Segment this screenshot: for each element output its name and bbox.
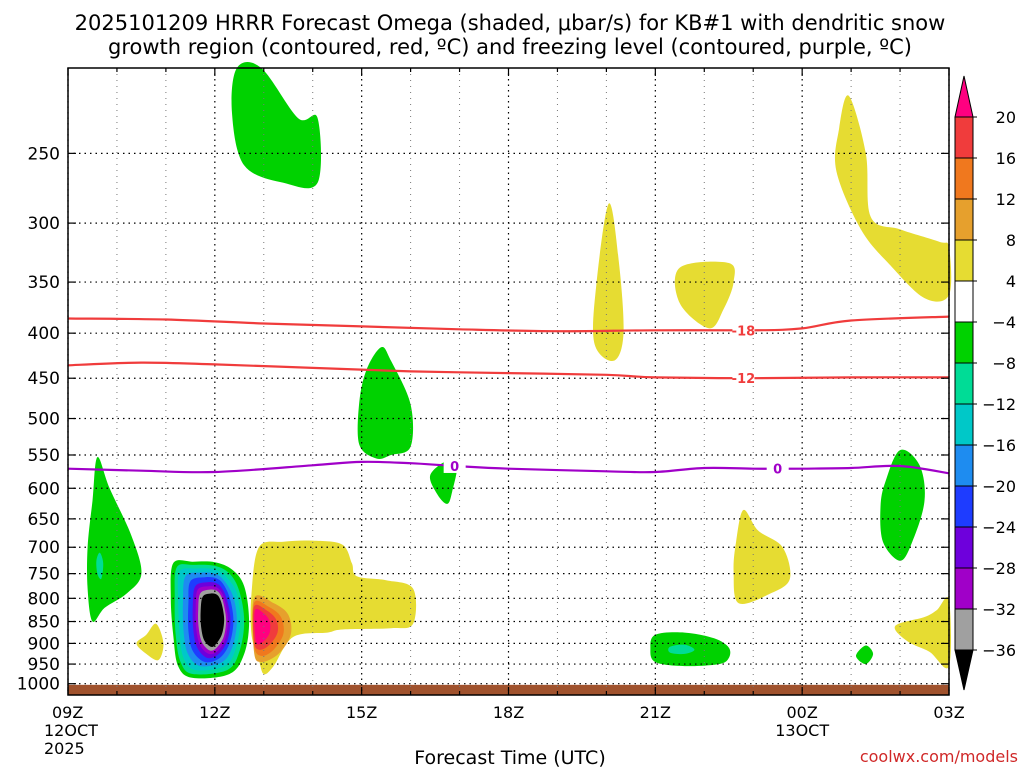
colorbar-band-4 — [954, 239, 974, 282]
colorbar-label-0: 20 — [996, 108, 1016, 127]
temperature-contour-label--12-bg — [732, 371, 755, 386]
x-tick-label-12Z: 12Z — [199, 703, 230, 722]
colorbar-band-top — [954, 75, 974, 118]
y-tick-label-650: 650 — [28, 510, 60, 530]
colorbar: 20 16 12 8 4 −4 −8 −12 −16 −20 −24 −28 −32 −36 — [954, 75, 1016, 691]
omega-region-13 — [200, 593, 225, 647]
chart-title-line-1: 2025101209 HRRR Forecast Omega (shaded, … — [75, 11, 946, 35]
colorbar-label-7: −12 — [982, 395, 1016, 414]
chart-title-line-2: growth region (contoured, red, ºC) and f… — [108, 35, 912, 59]
x-tick-date-00Z: 13OCT — [775, 721, 829, 740]
omega-region-19 — [254, 608, 271, 645]
omega-region-25 — [856, 645, 874, 665]
colorbar-label-6: −8 — [992, 354, 1016, 373]
colorbar-band-5 — [954, 280, 974, 323]
omega-shading-layer — [87, 62, 952, 679]
colorbar-label-11: −28 — [982, 559, 1016, 578]
x-tick-label-18Z: 18Z — [493, 703, 524, 722]
omega-region-1 — [357, 346, 414, 459]
y-tick-label-900: 900 — [28, 634, 60, 654]
y-tick-label-400: 400 — [28, 324, 60, 344]
freezing-level-label-1: 0 — [773, 463, 782, 478]
freezing-level-label-1-bg — [766, 461, 789, 476]
colorbar-label-3: 8 — [1006, 231, 1016, 250]
temperature-contour-label--18-bg — [732, 323, 755, 338]
pressure-axis: 2503003504004505005506006507007508008509… — [17, 144, 949, 695]
y-tick-label-450: 450 — [28, 369, 60, 389]
y-tick-label-550: 550 — [28, 446, 60, 466]
omega-region-27 — [668, 644, 695, 655]
y-tick-label-350: 350 — [28, 273, 60, 293]
colorbar-label-5: −4 — [992, 313, 1016, 332]
freezing-level-contour — [67, 460, 950, 475]
y-tick-label-250: 250 — [28, 144, 60, 164]
colorbar-label-1: 16 — [996, 149, 1016, 168]
y-tick-label-850: 850 — [28, 613, 60, 633]
y-tick-label-950: 950 — [28, 655, 60, 675]
colorbar-band-2 — [954, 157, 974, 200]
colorbar-band-7 — [954, 362, 974, 405]
x-tick-year-09Z: 2025 — [44, 739, 85, 758]
y-tick-label-700: 700 — [28, 538, 60, 558]
y-tick-label-300: 300 — [28, 214, 60, 234]
omega-region-4 — [96, 552, 104, 580]
y-tick-label-500: 500 — [28, 410, 60, 430]
x-tick-label-03Z: 03Z — [933, 703, 964, 722]
colorbar-band-11 — [954, 526, 974, 569]
freezing-level-label-0-bg — [443, 458, 466, 473]
x-axis-title: Forecast Time (UTC) — [414, 747, 605, 768]
x-tick-label-00Z: 00Z — [787, 703, 818, 722]
colorbar-label-8: −16 — [982, 436, 1016, 455]
temperature-contour-label--12: -12 — [732, 372, 756, 387]
freezing-level-label-0: 0 — [450, 460, 459, 475]
y-tick-label-750: 750 — [28, 565, 60, 585]
y-tick-label-1000: 1000 — [17, 675, 60, 695]
colorbar-band-9 — [954, 444, 974, 487]
y-tick-label-800: 800 — [28, 589, 60, 609]
omega-region-28 — [880, 449, 925, 561]
colorbar-band-12 — [954, 567, 974, 610]
colorbar-label-4: 4 — [1006, 272, 1016, 291]
colorbar-band-10 — [954, 485, 974, 528]
temperature-contour--18 — [67, 315, 950, 333]
omega-region-3 — [87, 456, 142, 623]
omega-region-14 — [136, 623, 164, 661]
colorbar-band-6 — [954, 321, 974, 364]
omega-region-15 — [250, 540, 417, 675]
contour-lines-layer: -18 -12 0 0 — [67, 315, 950, 478]
omega-region-22 — [834, 95, 952, 302]
omega-region-24 — [894, 596, 952, 669]
colorbar-label-13: −36 — [982, 641, 1016, 660]
colorbar-band-bottom — [954, 649, 974, 691]
omega-region-21 — [674, 261, 735, 329]
colorbar-band-3 — [954, 198, 974, 241]
x-tick-label-09Z: 09Z — [52, 703, 83, 722]
omega-region-0 — [231, 62, 322, 189]
x-tick-date-09Z: 12OCT — [44, 721, 98, 740]
x-tick-label-15Z: 15Z — [346, 703, 377, 722]
colorbar-label-2: 12 — [996, 190, 1016, 209]
colorbar-band-13 — [954, 608, 974, 651]
omega-region-23 — [733, 509, 791, 604]
temperature-contour-label--18: -18 — [732, 324, 756, 339]
colorbar-label-12: −32 — [982, 600, 1016, 619]
watermark: coolwx.com/models — [860, 747, 1018, 766]
colorbar-label-10: −24 — [982, 518, 1016, 537]
colorbar-band-8 — [954, 403, 974, 446]
y-tick-label-600: 600 — [28, 479, 60, 499]
colorbar-label-9: −20 — [982, 477, 1016, 496]
x-tick-label-21Z: 21Z — [640, 703, 671, 722]
colorbar-band-1 — [954, 116, 974, 159]
temperature-contour--12 — [67, 361, 950, 380]
